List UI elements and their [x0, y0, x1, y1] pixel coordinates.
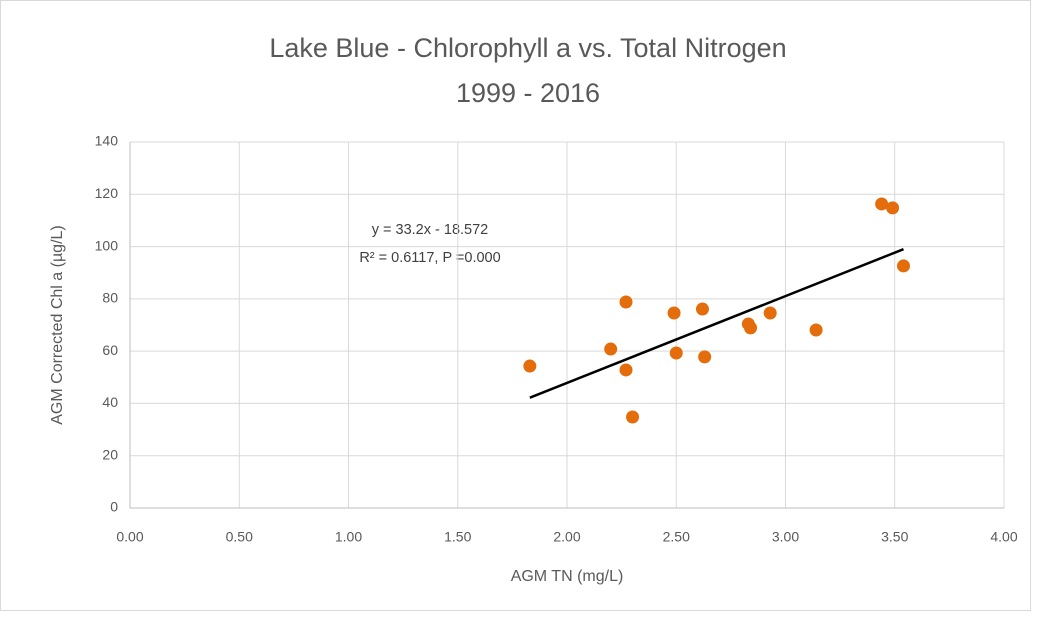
data-point [695, 302, 709, 316]
y-tick-label: 20 [102, 446, 118, 462]
data-point [667, 306, 681, 320]
x-tick-label: 0.00 [116, 529, 143, 545]
equation-annotation: y = 33.2x - 18.572 [372, 222, 488, 238]
x-tick-label: 3.50 [881, 529, 908, 545]
y-tick-label: 140 [95, 133, 119, 149]
x-tick-label: 1.50 [444, 529, 471, 545]
data-point [523, 359, 537, 373]
y-tick-label: 60 [102, 342, 118, 358]
data-point [763, 306, 777, 320]
y-tick-label: 0 [110, 499, 118, 515]
y-tick-label: 100 [95, 237, 119, 253]
x-axis-title: AGM TN (mg/L) [511, 568, 624, 585]
chart-subtitle: 1999 - 2016 [456, 78, 600, 108]
r-squared-annotation: R² = 0.6117, P =0.000 [359, 250, 500, 266]
data-point [626, 410, 640, 424]
data-point [744, 321, 758, 335]
y-axis-title: AGM Corrected Chl a (µg/L) [49, 225, 66, 425]
data-point [809, 323, 823, 337]
y-tick-label: 80 [102, 290, 118, 306]
x-tick-label: 2.50 [663, 529, 690, 545]
chart-title: Lake Blue - Chlorophyll a vs. Total Nitr… [269, 33, 786, 63]
data-point [619, 295, 633, 309]
x-tick-label: 3.00 [772, 529, 799, 545]
data-point [698, 350, 712, 364]
data-point [619, 363, 633, 377]
data-point [875, 197, 889, 211]
y-tick-label: 120 [95, 185, 119, 201]
data-point [896, 259, 910, 273]
data-point [886, 201, 900, 215]
y-tick-label: 40 [102, 394, 118, 410]
data-point [669, 346, 683, 360]
trendline [529, 248, 904, 399]
x-tick-label: 2.00 [553, 529, 580, 545]
x-tick-label: 0.50 [226, 529, 253, 545]
x-tick-label: 1.00 [335, 529, 362, 545]
data-point [604, 342, 618, 356]
x-tick-label: 4.00 [990, 529, 1017, 545]
